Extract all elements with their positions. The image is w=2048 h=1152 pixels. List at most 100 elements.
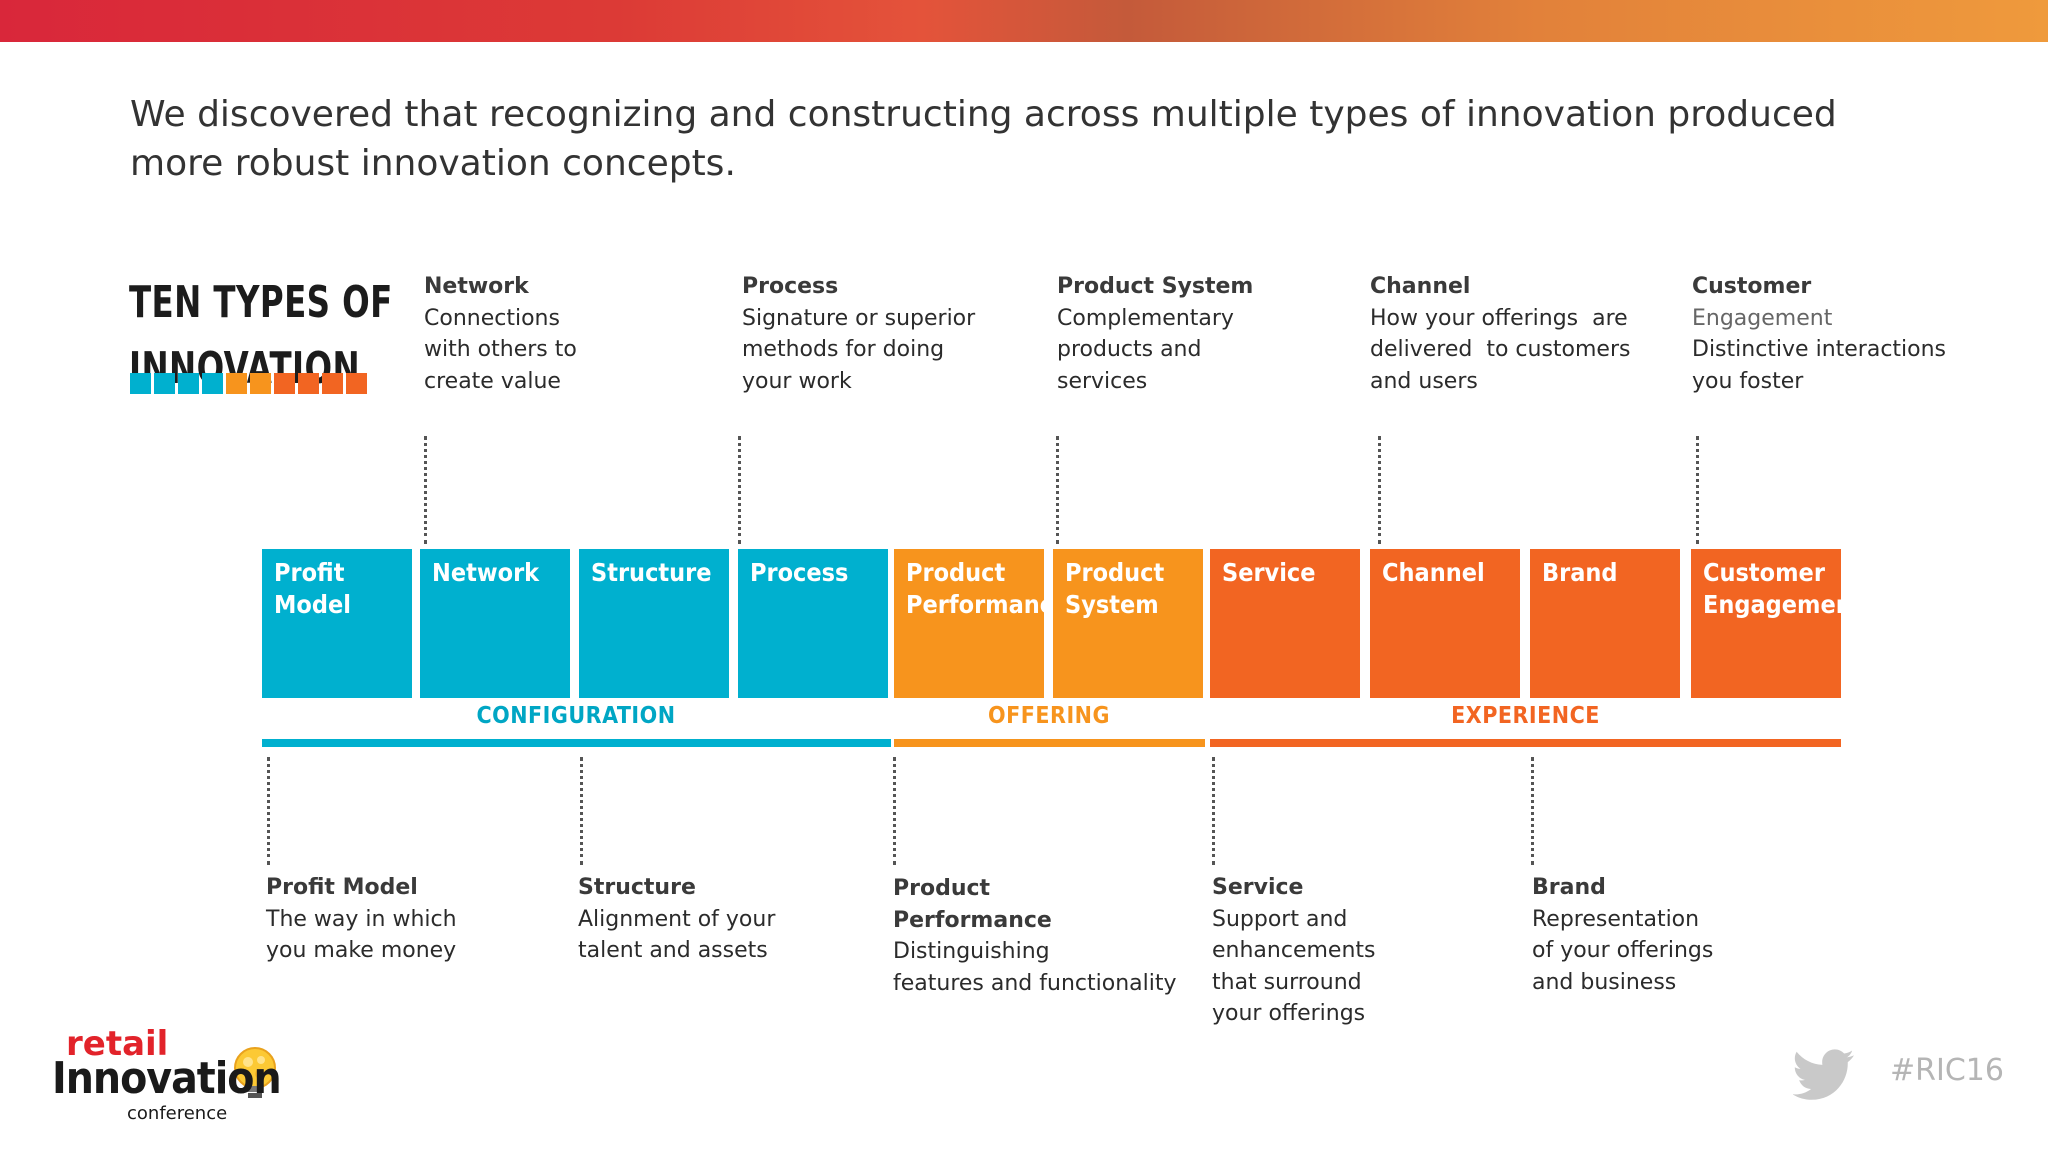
desc-title: Customer [1692,274,1812,299]
tile-label-line1: Process [750,558,849,587]
group-label-experience: EXPERIENCE [1451,703,1600,729]
desc-line: your offerings [1212,1001,1366,1026]
tile-label-line2: Model [274,590,351,619]
desc-title: Network [424,274,529,299]
desc-line: Support and [1212,906,1348,932]
tile-channel: Channel [1370,549,1520,698]
connector-dots [893,757,896,865]
tile-label-line1: Product [906,558,1006,587]
tile-label-line2: Engagement [1703,590,1863,619]
logo-square [130,373,151,394]
desc-title: Service [1212,875,1304,900]
desc-line: methods for doing [742,337,945,362]
desc-product-performance: Product Performance Distinguishing featu… [893,873,1177,999]
desc-line: How your offerings are [1370,305,1628,331]
group-bar-configuration [262,739,891,747]
desc-line: features and functionality [893,970,1177,996]
desc-line: you foster [1692,368,1804,394]
logo-square [322,373,343,394]
tile-product-system: Product System [1053,549,1203,698]
desc-line: you make money [266,938,457,963]
desc-title: Product [893,876,991,901]
desc-title: Structure [578,875,696,900]
desc-line: The way in which [266,906,457,932]
top-banner [0,0,2048,42]
desc-line: and users [1370,368,1478,394]
desc-line: your work [742,368,852,394]
tile-service: Service [1210,549,1360,698]
desc-title: Brand [1532,875,1606,900]
desc-title: Channel [1370,274,1471,299]
logo-square [274,373,295,394]
logo-square [202,373,223,394]
tile-label-line1: Profit [274,558,345,587]
tile-profit-model: Profit Model [262,549,412,698]
retail-innovation-conference-logo: retail Innovation conference [50,1025,290,1125]
logo-square [346,373,367,394]
logo-square [250,373,271,394]
desc-line: with others to [424,337,577,362]
desc-line: Complementary [1057,305,1234,331]
desc-line: Distinctive interactions [1692,337,1947,362]
tile-network: Network [420,549,570,698]
lightbulb-icon [234,1047,276,1098]
desc-line: enhancements [1212,938,1376,963]
tile-label-line1: Customer [1703,558,1825,587]
logo-square [226,373,247,394]
desc-title-line2: Performance [893,907,1052,933]
desc-line: Alignment of your [578,906,776,932]
brand-conference: conference [127,1103,228,1124]
logo-square [154,373,175,394]
logo-color-squares [130,373,367,394]
desc-line: Connections [424,305,560,331]
group-bar-offering [894,739,1205,747]
connector-dots [1531,757,1534,865]
tile-label-line2: System [1065,590,1159,619]
logo-title-line1: TEN TYPES OF [129,277,393,328]
tile-label-line1: Service [1222,558,1316,587]
logo-square [178,373,199,394]
tile-label-line1: Channel [1382,558,1485,587]
group-label-offering: OFFERING [988,703,1110,729]
tile-product-performance: Product Performance [894,549,1069,698]
desc-line: Engagement [1692,305,1833,331]
desc-line: of your offerings [1532,938,1714,963]
headline: We discovered that recognizing and const… [130,94,1837,184]
tile-label-line1: Structure [591,558,712,587]
tile-label-line1: Network [432,558,540,587]
desc-service: Service Support and enhancements that su… [1212,872,1375,1030]
desc-line: Signature or superior [742,305,976,331]
tile-process: Process [738,549,888,698]
desc-title: Profit Model [266,875,418,900]
tile-label-line2: Performance [906,590,1069,619]
desc-profit-model: Profit Model The way in which you make m… [266,872,457,967]
desc-channel: Channel How your offerings are delivered… [1370,271,1630,397]
desc-line: delivered to customers [1370,337,1631,362]
desc-line: create value [424,368,561,394]
connector-dots [580,757,583,865]
connector-dots [1378,436,1381,544]
desc-line: Representation [1532,906,1700,932]
hashtag: #RIC16 [1890,1053,2004,1088]
connector-dots [267,757,270,865]
tile-label-line1: Product [1065,558,1165,587]
tile-brand: Brand [1530,549,1680,698]
connector-dots [1696,436,1699,544]
ten-types-logo-title: TEN TYPES OF INNOVATION [129,270,393,402]
desc-line: that surround [1212,969,1362,995]
desc-product-system: Product System Complementary products an… [1057,271,1253,397]
tile-label-line1: Brand [1542,558,1618,587]
group-bar-experience [1210,739,1841,747]
desc-process: Process Signature or superior methods fo… [742,271,975,397]
brand-retail: retail [66,1024,169,1064]
desc-network: Network Connections with others to creat… [424,271,577,397]
tile-customer-engagement: Customer Engagement [1691,549,1863,698]
desc-customer-engagement: Customer Engagement Distinctive interact… [1692,271,1946,397]
group-label-configuration: CONFIGURATION [476,703,676,729]
connector-dots [738,436,741,544]
desc-structure: Structure Alignment of your talent and a… [578,872,775,967]
brand-innovation: Innovation [52,1053,282,1104]
desc-title: Process [742,274,839,299]
desc-title: Product System [1057,274,1254,299]
twitter-bird-icon [1793,1049,1854,1100]
